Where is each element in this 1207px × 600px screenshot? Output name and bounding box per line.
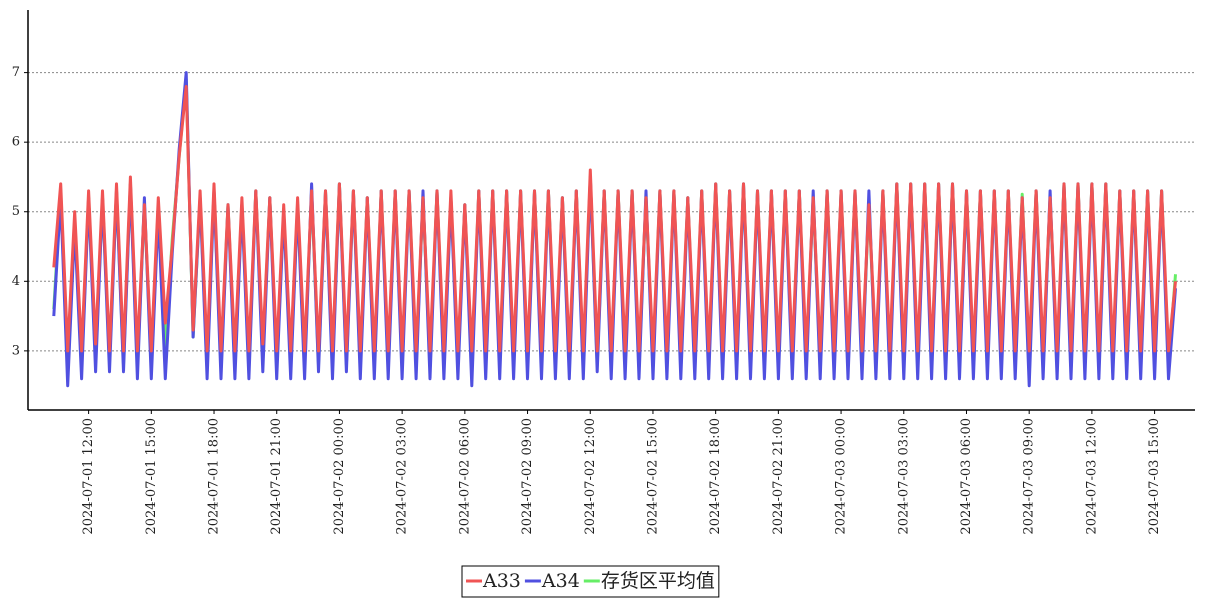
series-line — [52, 85, 1177, 353]
x-tick-label: 2024-07-01 21:00 — [269, 418, 284, 535]
x-tick-label: 2024-07-03 09:00 — [1022, 418, 1037, 535]
x-tick-label: 2024-07-03 06:00 — [959, 418, 974, 535]
x-tick-label: 2024-07-03 00:00 — [834, 418, 849, 535]
x-tick-label: 2024-07-02 06:00 — [457, 418, 472, 535]
x-tick-label: 2024-07-03 03:00 — [896, 418, 911, 535]
legend: A33 A34 存货区平均值 — [461, 565, 720, 598]
legend-label: A33 — [482, 570, 521, 592]
y-tick-label: 6 — [12, 135, 20, 150]
legend-label: A34 — [541, 570, 580, 592]
x-tick-label: 2024-07-01 15:00 — [144, 418, 159, 535]
x-tick-label: 2024-07-02 03:00 — [395, 418, 410, 535]
y-tick-label: 5 — [12, 204, 20, 219]
x-tick-label: 2024-07-02 09:00 — [520, 418, 535, 535]
x-tick-label: 2024-07-02 15:00 — [645, 418, 660, 535]
x-tick-label: 2024-07-02 00:00 — [332, 418, 347, 535]
y-tick-label: 4 — [12, 274, 20, 289]
x-tick-label: 2024-07-02 12:00 — [583, 418, 598, 535]
legend-label: 存货区平均值 — [601, 570, 715, 592]
x-tick-label: 2024-07-01 12:00 — [81, 418, 96, 535]
x-tick-label: 2024-07-02 18:00 — [708, 418, 723, 535]
y-tick-label: 7 — [12, 65, 20, 80]
x-tick-label: 2024-07-02 21:00 — [771, 418, 786, 535]
x-tick-label: 2024-07-03 15:00 — [1147, 418, 1162, 535]
x-tick-label: 2024-07-01 18:00 — [207, 418, 222, 535]
y-tick-label: 3 — [12, 343, 20, 358]
x-tick-label: 2024-07-03 12:00 — [1084, 418, 1099, 535]
